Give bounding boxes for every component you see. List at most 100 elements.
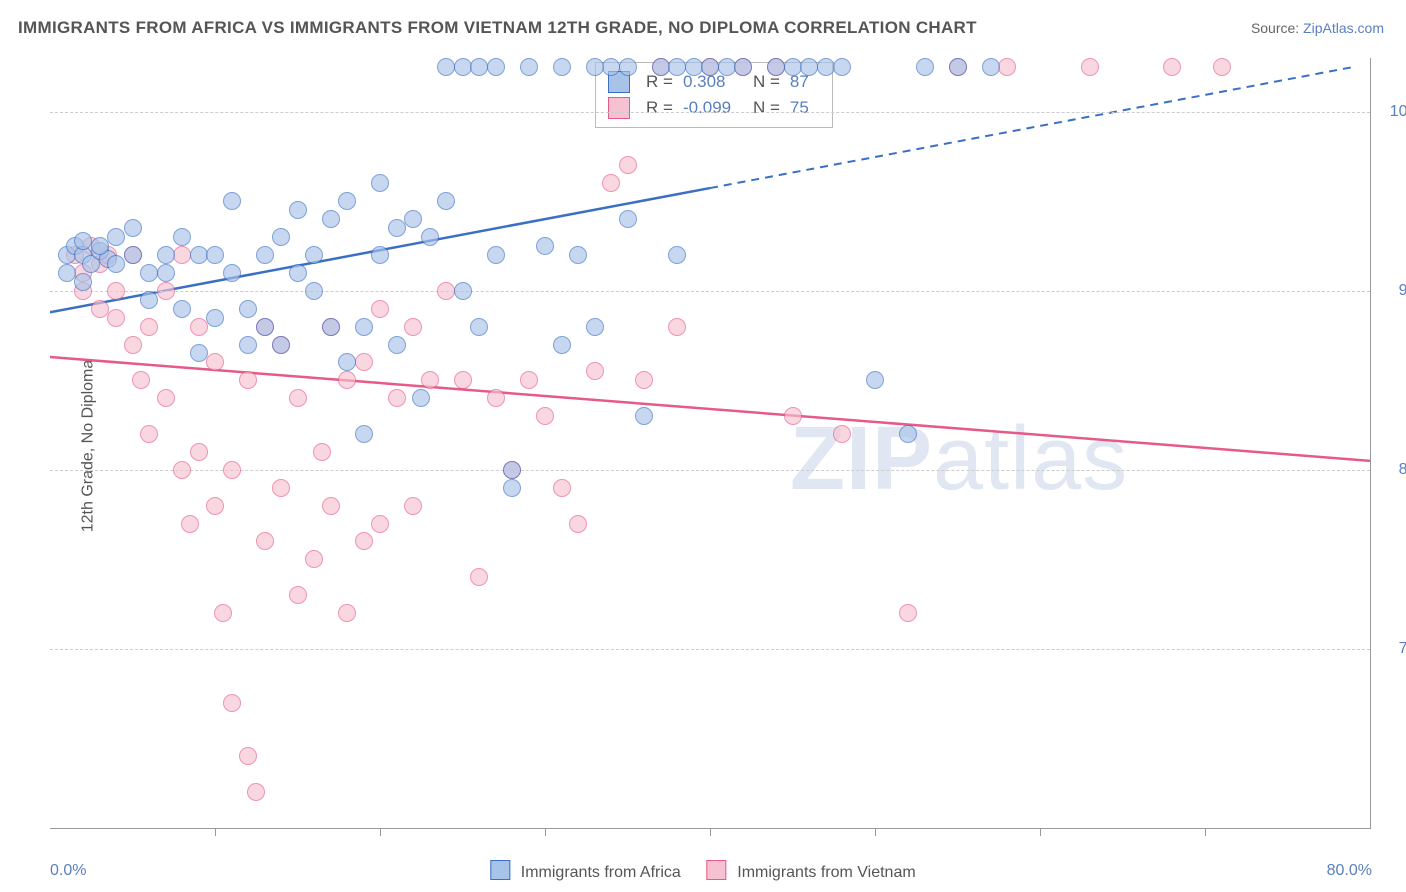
scatter-point-vietnam [206, 497, 224, 515]
scatter-point-vietnam [470, 568, 488, 586]
stats-row-vietnam: R = -0.099 N = 75 [608, 95, 820, 121]
scatter-point-africa [206, 246, 224, 264]
scatter-point-africa [454, 282, 472, 300]
legend-label: Immigrants from Vietnam [737, 864, 915, 881]
scatter-point-africa [322, 318, 340, 336]
scatter-point-africa [371, 246, 389, 264]
scatter-point-vietnam [157, 389, 175, 407]
scatter-point-africa [668, 246, 686, 264]
scatter-point-vietnam [124, 336, 142, 354]
scatter-point-africa [305, 282, 323, 300]
scatter-point-africa [454, 58, 472, 76]
scatter-point-africa [256, 318, 274, 336]
legend-bottom: Immigrants from Africa Immigrants from V… [490, 860, 915, 882]
scatter-point-africa [412, 389, 430, 407]
scatter-point-vietnam [388, 389, 406, 407]
scatter-point-vietnam [404, 318, 422, 336]
scatter-point-vietnam [181, 515, 199, 533]
scatter-point-vietnam [107, 309, 125, 327]
scatter-point-vietnam [668, 318, 686, 336]
x-tick [1205, 828, 1206, 836]
scatter-point-africa [503, 461, 521, 479]
legend-item-africa: Immigrants from Africa [490, 860, 680, 882]
scatter-point-africa [520, 58, 538, 76]
swatch-africa-icon [490, 860, 510, 880]
scatter-point-africa [916, 58, 934, 76]
scatter-point-africa [124, 219, 142, 237]
scatter-point-africa [949, 58, 967, 76]
scatter-point-africa [553, 58, 571, 76]
scatter-point-vietnam [239, 371, 257, 389]
scatter-point-vietnam [536, 407, 554, 425]
scatter-point-africa [487, 58, 505, 76]
scatter-point-africa [272, 228, 290, 246]
scatter-point-africa [668, 58, 686, 76]
scatter-point-africa [173, 300, 191, 318]
scatter-point-africa [338, 192, 356, 210]
scatter-point-africa [91, 237, 109, 255]
gridline-h [50, 470, 1370, 471]
scatter-point-vietnam [173, 461, 191, 479]
scatter-point-africa [734, 58, 752, 76]
scatter-point-africa [107, 255, 125, 273]
stats-n-value: 75 [790, 98, 820, 118]
scatter-point-africa [619, 58, 637, 76]
legend-label: Immigrants from Africa [521, 864, 681, 881]
scatter-point-vietnam [371, 515, 389, 533]
scatter-point-vietnam [355, 353, 373, 371]
scatter-point-vietnam [140, 318, 158, 336]
scatter-point-vietnam [107, 282, 125, 300]
scatter-point-africa [586, 318, 604, 336]
watermark: ZIPatlas [790, 408, 1128, 511]
scatter-point-africa [322, 210, 340, 228]
source-link[interactable]: ZipAtlas.com [1303, 20, 1384, 36]
scatter-point-africa [817, 58, 835, 76]
scatter-point-africa [833, 58, 851, 76]
scatter-point-vietnam [313, 443, 331, 461]
trend-lines-layer [50, 58, 1370, 828]
scatter-point-africa [190, 344, 208, 362]
plot-area: ZIPatlas R = 0.308 N = 87 R = -0.099 N =… [50, 58, 1371, 829]
scatter-point-vietnam [289, 586, 307, 604]
scatter-point-vietnam [214, 604, 232, 622]
scatter-point-africa [140, 264, 158, 282]
scatter-point-vietnam [206, 353, 224, 371]
scatter-point-vietnam [322, 497, 340, 515]
scatter-point-africa [206, 309, 224, 327]
scatter-point-vietnam [223, 461, 241, 479]
scatter-point-vietnam [487, 389, 505, 407]
scatter-point-africa [470, 58, 488, 76]
scatter-point-africa [371, 174, 389, 192]
scatter-point-vietnam [91, 300, 109, 318]
x-tick [215, 828, 216, 836]
y-tick-label: 70.0% [1384, 640, 1406, 658]
scatter-point-africa [190, 246, 208, 264]
scatter-point-africa [256, 246, 274, 264]
scatter-point-africa [239, 336, 257, 354]
scatter-point-africa [701, 58, 719, 76]
scatter-point-africa [74, 273, 92, 291]
source-prefix: Source: [1251, 20, 1303, 36]
y-tick-label: 90.0% [1384, 282, 1406, 300]
scatter-point-africa [421, 228, 439, 246]
scatter-point-vietnam [190, 443, 208, 461]
swatch-vietnam-icon [707, 860, 727, 880]
scatter-point-africa [404, 210, 422, 228]
scatter-point-vietnam [454, 371, 472, 389]
scatter-point-africa [652, 58, 670, 76]
gridline-h [50, 112, 1370, 113]
scatter-point-vietnam [173, 246, 191, 264]
scatter-point-vietnam [404, 497, 422, 515]
scatter-point-africa [272, 336, 290, 354]
scatter-point-vietnam [619, 156, 637, 174]
scatter-point-vietnam [371, 300, 389, 318]
scatter-point-africa [899, 425, 917, 443]
gridline-h [50, 291, 1370, 292]
scatter-point-africa [503, 479, 521, 497]
x-tick [1040, 828, 1041, 836]
scatter-point-vietnam [190, 318, 208, 336]
scatter-point-vietnam [272, 479, 290, 497]
x-tick [545, 828, 546, 836]
x-axis-max-label: 80.0% [1327, 862, 1372, 880]
scatter-point-vietnam [520, 371, 538, 389]
